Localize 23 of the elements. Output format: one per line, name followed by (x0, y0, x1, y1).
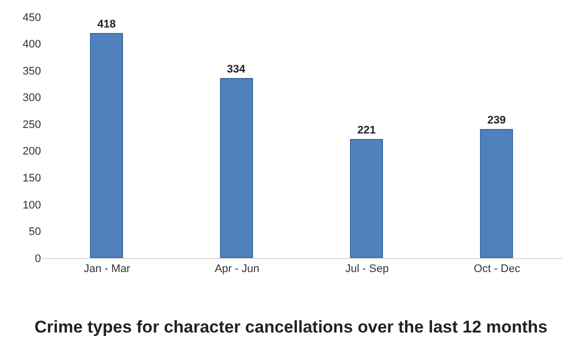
x-tick-label: Jan - Mar (84, 263, 131, 276)
x-tick-label: Apr - Jun (214, 263, 260, 276)
y-tick-label: 400 (22, 38, 41, 51)
y-tick-label: 0 (34, 252, 41, 265)
bar (480, 129, 513, 258)
bar (220, 78, 253, 258)
y-tick-label: 200 (22, 146, 41, 158)
bar (350, 139, 383, 258)
data-label: 418 (97, 18, 116, 30)
data-label: 239 (487, 114, 506, 126)
y-tick-label: 100 (22, 199, 41, 212)
y-tick-label: 250 (22, 118, 41, 131)
x-tick-label: Oct - Dec (474, 263, 521, 276)
text: Crime types for character cancellations over the last 12 months (34, 318, 548, 337)
y-tick-label: 150 (22, 172, 41, 185)
data-label: 221 (357, 124, 376, 136)
data-label: 334 (226, 64, 246, 76)
y-tick-label: 50 (28, 226, 41, 238)
y-tick-label: 350 (22, 65, 41, 78)
x-tick-label: Jul - Sep (345, 263, 389, 276)
y-tick-label: 300 (22, 92, 41, 104)
y-tick-label: 450 (22, 12, 41, 24)
bar (90, 33, 123, 258)
